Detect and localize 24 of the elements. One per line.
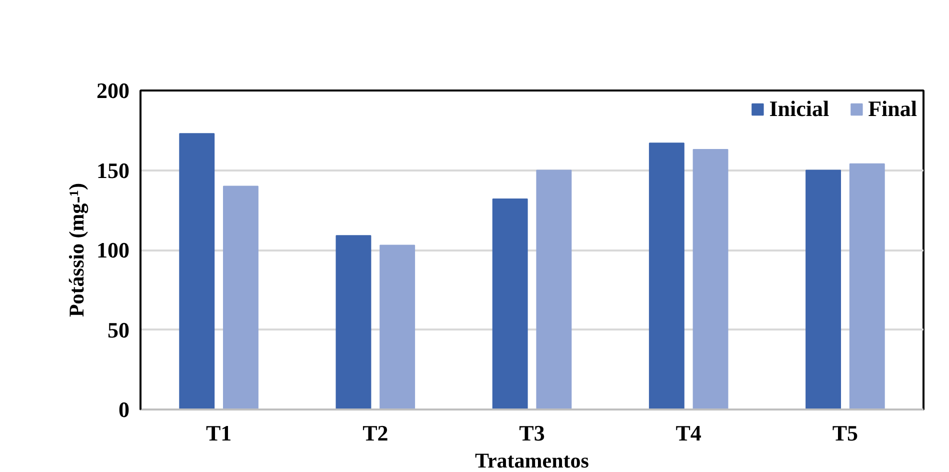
bar	[179, 133, 215, 410]
bar	[380, 244, 416, 410]
bar	[536, 170, 572, 410]
bar	[692, 149, 728, 410]
y-tick-label: 50	[108, 317, 130, 342]
legend-label: Inicial	[769, 96, 830, 122]
y-tick-label: 200	[96, 78, 130, 103]
x-tick-label: T2	[362, 420, 388, 446]
bar	[849, 163, 885, 410]
legend-label: Final	[868, 96, 917, 122]
bar	[336, 235, 372, 410]
bar	[492, 198, 528, 410]
bar	[648, 142, 684, 410]
bar	[806, 170, 841, 410]
y-axis-title: Potássio (mg-¹)	[64, 182, 88, 318]
x-tick-label: T3	[519, 420, 545, 446]
y-tick-label: 0	[118, 397, 130, 422]
y-tick-label: 100	[96, 238, 130, 262]
x-tick-label: T5	[832, 420, 858, 446]
bar	[223, 186, 258, 410]
x-axis-title: Tratamentos	[475, 448, 589, 472]
y-tick-label: 150	[96, 158, 130, 183]
x-tick-label: T1	[206, 420, 232, 446]
x-tick-label: T4	[676, 420, 702, 446]
